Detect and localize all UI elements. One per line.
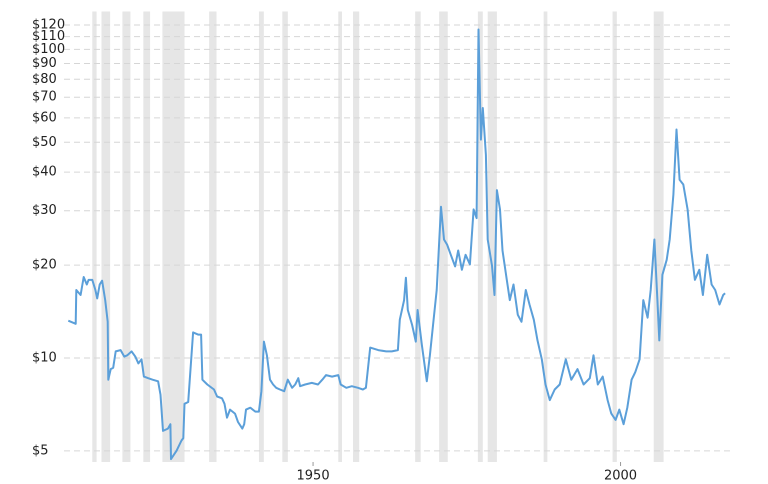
recession-band bbox=[101, 11, 111, 462]
recession-band bbox=[282, 11, 288, 462]
recession-band bbox=[543, 11, 548, 462]
recession-band bbox=[258, 11, 264, 462]
recession-band bbox=[415, 11, 421, 462]
recession-band bbox=[162, 11, 185, 462]
y-tick-label: $50 bbox=[32, 135, 57, 150]
y-tick-label: $60 bbox=[32, 110, 57, 125]
y-tick-label: $90 bbox=[32, 56, 57, 71]
recession-band bbox=[122, 11, 131, 462]
y-tick-label: $10 bbox=[32, 350, 57, 365]
recession-band bbox=[338, 11, 342, 462]
y-tick-label: $70 bbox=[32, 90, 57, 105]
recession-band bbox=[353, 11, 360, 462]
y-tick-label: $20 bbox=[32, 258, 57, 273]
y-tick-label: $5 bbox=[32, 443, 49, 458]
price-line bbox=[67, 28, 726, 461]
recession-band bbox=[143, 11, 151, 462]
y-tick-label: $30 bbox=[32, 203, 57, 218]
y-tick-label: $120 bbox=[32, 17, 65, 32]
recession-band bbox=[92, 11, 97, 462]
y-tick-label: $80 bbox=[32, 72, 57, 87]
x-tick-label: 2000 bbox=[604, 469, 637, 484]
recession-band bbox=[477, 11, 483, 462]
y-tick-label: $100 bbox=[32, 42, 65, 57]
recession-band bbox=[487, 11, 497, 462]
y-tick-label: $40 bbox=[32, 165, 57, 180]
x-tick-label: 1950 bbox=[297, 469, 330, 484]
recession-band bbox=[612, 11, 617, 462]
y-tick-label: $110 bbox=[32, 29, 65, 44]
recession-band bbox=[209, 11, 217, 462]
recession-band bbox=[653, 11, 664, 462]
